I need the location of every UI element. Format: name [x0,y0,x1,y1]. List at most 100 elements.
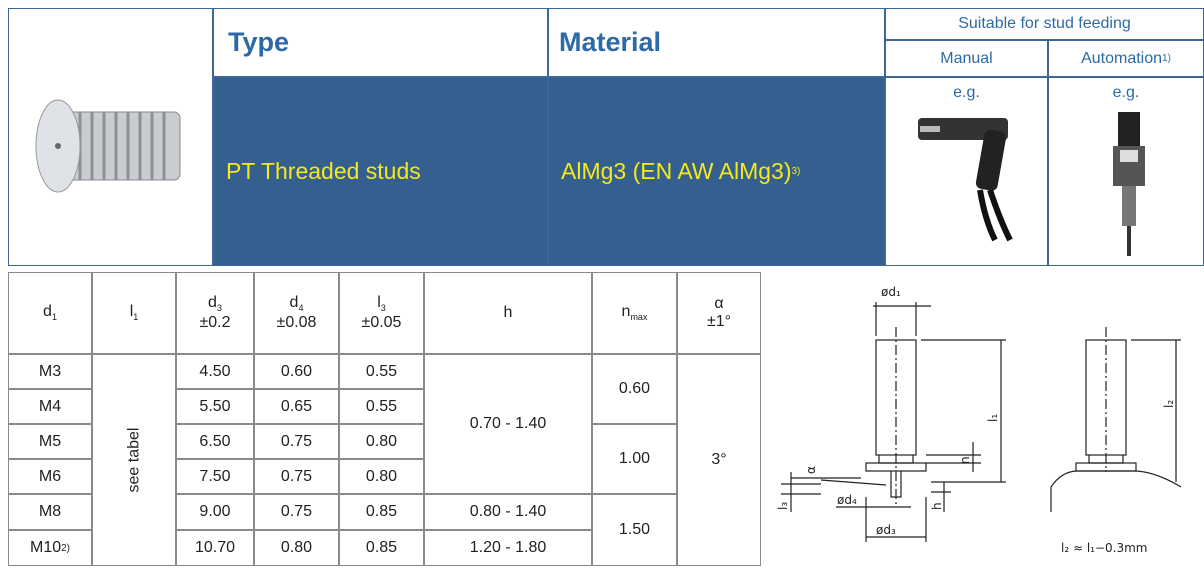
automation-note: 1) [1162,53,1171,64]
d1: M6 [38,467,62,485]
d3-cell: 4.50 [176,354,254,389]
diagram-label: l₃ [776,502,790,510]
d1-cell: M3 [8,354,92,389]
h-cell: 0.70 - 1.40 [424,354,592,494]
tolerance: ±0.2 [199,313,231,331]
manual-gun-photo [918,118,1013,242]
h: 0.80 - 1.40 [469,503,547,520]
diagram-label: h [930,502,944,510]
column-symbol: nmax [622,303,648,322]
d1: M10 [29,539,62,556]
n: 0.60 [618,380,651,397]
column-symbol: h [504,304,513,322]
diagram-label: l₂ ≈ l₁−0.3mm [1061,541,1148,555]
column-symbol: d4 [290,294,304,313]
d4: 0.75 [280,503,313,520]
symbol: d [43,303,52,321]
column-header: d1 [8,272,92,354]
material-label: Material [559,27,662,57]
d4-cell: 0.75 [254,494,339,530]
l3: 0.55 [365,362,398,380]
h: 1.20 - 1.80 [469,539,547,556]
diagram-label: l₂ [1162,400,1176,408]
type-header: Type [213,8,548,77]
manual-header: Manual [885,40,1048,77]
n-cell: 1.50 [592,494,677,566]
symbol-sub: 1 [51,312,57,323]
l3-cell: 0.85 [339,530,424,566]
column-header: l3 ±0.05 [339,272,424,354]
l1-value: see tabel [125,427,142,493]
column-symbol: l3 [377,294,386,313]
diagram-label: n [958,456,972,464]
d4-cell: 0.60 [254,354,339,389]
d4: 0.80 [280,539,313,556]
d3-cell: 6.50 [176,424,254,459]
l1-cell: see tabel [92,354,176,566]
material-value-text: AlMg3 (EN AW AlMg3) [561,158,792,184]
tolerance: ±1° [706,313,732,330]
manual-label: Manual [940,49,993,67]
symbol: d [208,294,217,312]
example-text: e.g. [953,84,980,101]
stud-diagram: ød₁ l₁ l₂ n α h l₃ ød₄ ød₃ l₂ ≈ l₁−0.3mm [776,285,1182,555]
diagram-label: ød₁ [881,285,901,299]
d4: 0.65 [280,397,313,415]
d3: 9.00 [199,503,231,520]
d3-cell: 10.70 [176,530,254,566]
feeding-label: Suitable for stud feeding [958,15,1131,32]
d3: 10.70 [194,539,236,556]
n-cell: 0.60 [592,354,677,424]
n: 1.00 [618,450,651,467]
d1-cell: M8 [8,494,92,530]
automation-header: Automation 1) [1048,40,1204,77]
d3-cell: 7.50 [176,459,254,494]
alpha: 3° [711,451,727,468]
l3: 0.55 [365,397,398,415]
l3-cell: 0.85 [339,494,424,530]
d4-cell: 0.75 [254,459,339,494]
symbol: h [503,304,513,321]
d3: 6.50 [199,432,231,450]
l3-cell: 0.55 [339,389,424,424]
symbol-sub: 3 [216,303,222,314]
column-header: l1 [92,272,176,354]
material-value: AlMg3 (EN AW AlMg3) 3) [548,77,885,266]
l3: 0.80 [365,467,398,485]
column-header: α ±1° [677,272,761,354]
h: 0.70 - 1.40 [469,415,547,432]
symbol-sub: 4 [298,303,304,314]
d3: 7.50 [199,467,231,485]
alpha-cell: 3° [677,354,761,566]
d1: M3 [38,362,62,380]
h-cell: 0.80 - 1.40 [424,494,592,530]
automation-label: Automation [1081,49,1163,67]
l3-cell: 0.55 [339,354,424,389]
material-header: Material [548,8,885,77]
tolerance: ±0.08 [276,313,317,331]
symbol-sub: 3 [380,303,386,314]
type-value: PT Threaded studs [213,77,548,266]
d1-cell: M6 [8,459,92,494]
l3-cell: 0.80 [339,459,424,494]
d3: 5.50 [199,397,231,415]
d3-cell: 9.00 [176,494,254,530]
example-text: e.g. [1112,84,1140,101]
diagram-label: l₁ [986,414,1000,422]
d4-cell: 0.65 [254,389,339,424]
diagram-label: ød₄ [837,493,857,507]
d1: M8 [38,503,62,520]
symbol: α [714,295,724,312]
l3: 0.85 [365,503,398,520]
d1: M5 [38,432,62,450]
column-header: nmax [592,272,677,354]
material-note: 3) [791,166,801,177]
d1: M4 [38,397,62,415]
d1-note: 2) [61,542,71,554]
symbol: l [129,303,134,321]
symbol-sub: max [630,312,648,323]
d4: 0.75 [280,467,313,485]
symbol: n [621,303,631,321]
column-symbol: α [714,295,723,313]
